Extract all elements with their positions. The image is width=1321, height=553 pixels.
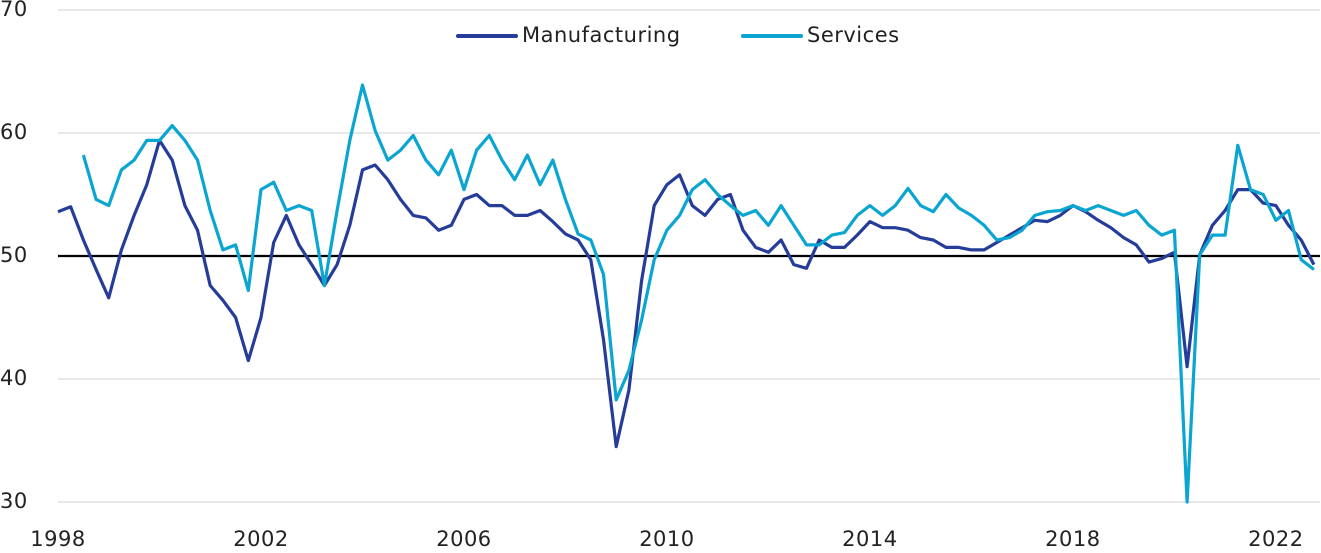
x-tick-label: 2022 (1248, 527, 1303, 549)
x-tick-label: 2018 (1045, 527, 1100, 549)
y-tick-label: 30 (0, 489, 28, 513)
series-line (57, 138, 1316, 449)
legend-label: Manufacturing (522, 23, 681, 47)
x-tick-label: 2010 (639, 527, 694, 549)
y-tick-label: 50 (0, 243, 28, 267)
y-tick-label: 70 (0, 0, 28, 21)
x-tick-label: 2014 (842, 527, 897, 549)
y-tick-label: 60 (0, 120, 28, 144)
x-tick-label: 2002 (233, 527, 288, 549)
x-tick-label: 1998 (30, 527, 85, 549)
series-line (81, 83, 1315, 504)
y-tick-label: 40 (0, 366, 28, 390)
legend-label: Services (807, 23, 900, 47)
x-tick-label: 2006 (436, 527, 491, 549)
